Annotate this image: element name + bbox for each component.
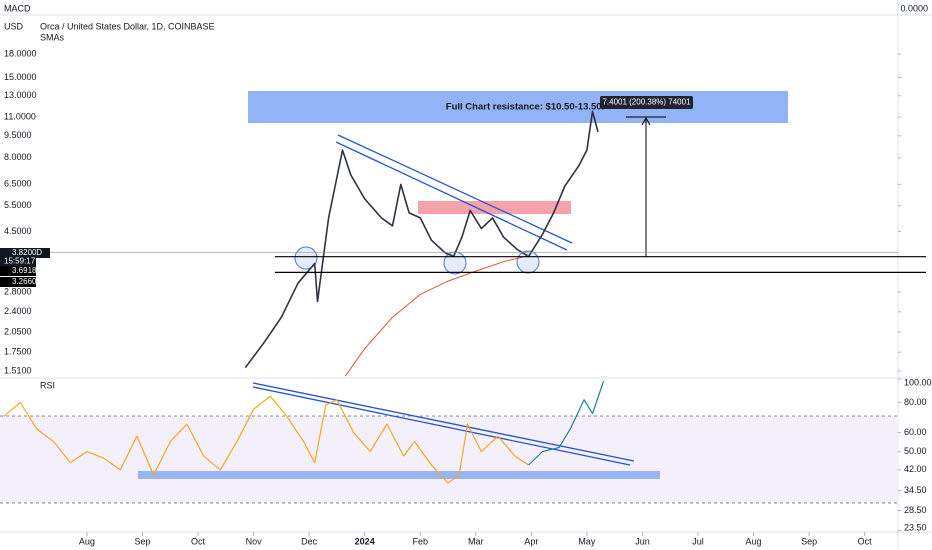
rsi-line xyxy=(528,381,605,466)
rsi-tick-label: 23.50 xyxy=(904,522,927,532)
price-line xyxy=(244,110,599,369)
rsi-tick-label: 28.50 xyxy=(904,505,927,515)
rsi-trend-line xyxy=(252,386,631,466)
rsi-tick-label: 34.50 xyxy=(904,485,927,495)
price-tag: 3.2660 xyxy=(12,277,37,286)
y-tick-label: 1.7500 xyxy=(4,347,32,357)
x-tick-label: Sep xyxy=(134,536,150,546)
macd-value: 0.0000 xyxy=(900,3,928,13)
trend-line xyxy=(335,141,568,251)
x-tick-label: Aug xyxy=(746,536,762,546)
y-tick-label: 15.0000 xyxy=(4,72,37,82)
x-tick-label: May xyxy=(578,536,596,546)
touch-circle xyxy=(443,251,467,275)
countdown: 15:59:17 xyxy=(4,257,36,266)
indicator-label: SMAs xyxy=(40,32,65,42)
x-tick-label: Oct xyxy=(858,536,873,546)
y-tick-label: 18.0000 xyxy=(4,48,37,58)
x-tick-label: Jun xyxy=(635,536,650,546)
y-tick-label: 2.0500 xyxy=(4,326,32,336)
rsi-line xyxy=(3,395,529,484)
rsi-tick-label: 50.00 xyxy=(904,446,927,456)
y-tick-label: 9.5000 xyxy=(4,130,32,140)
x-tick-label: 2024 xyxy=(355,536,375,546)
measure-arrow xyxy=(641,116,651,126)
resistance-zone xyxy=(248,91,788,123)
price-tag: 3.6918 xyxy=(12,266,37,275)
resistance-label: Full Chart resistance: $10.50-13.50. xyxy=(446,102,604,113)
y-tick-label: 8.0000 xyxy=(4,152,32,162)
macd-label: MACD xyxy=(4,3,31,13)
rsi-trend-line xyxy=(252,382,635,462)
y-tick-label: 2.4000 xyxy=(4,306,32,316)
price-tag-box xyxy=(0,277,36,287)
measure-label-box xyxy=(600,96,693,109)
sma-line xyxy=(344,255,529,377)
price-tag-box xyxy=(0,266,36,276)
rsi-support-zone xyxy=(138,471,660,479)
x-tick-label: Sep xyxy=(801,536,817,546)
x-tick-label: Mar xyxy=(468,536,484,546)
currency-label: USD xyxy=(4,21,24,31)
y-tick-label: 11.0000 xyxy=(4,111,36,121)
touch-circle xyxy=(516,250,540,274)
rsi-tick-label: 80.00 xyxy=(904,397,927,407)
x-tick-label: Feb xyxy=(412,536,428,546)
y-tick-label: 4.5000 xyxy=(4,226,32,236)
y-tick-label: 5.5000 xyxy=(4,200,32,210)
x-tick-label: Jul xyxy=(692,536,704,546)
y-tick-label: 2.8000 xyxy=(4,286,32,296)
measure-label: 7.4001 (200.38%) 74001 xyxy=(602,98,691,107)
countdown-box xyxy=(0,257,36,266)
y-tick-label: 6.5000 xyxy=(4,179,32,189)
x-tick-label: Nov xyxy=(246,536,263,546)
rsi-title: RSI xyxy=(40,380,55,390)
price-tag: 3.8200 xyxy=(12,248,37,257)
x-tick-label: Apr xyxy=(524,536,538,546)
rsi-band xyxy=(0,416,898,503)
rsi-tick-label: 100.00 xyxy=(904,377,932,387)
rsi-tick-label: 42.00 xyxy=(904,464,927,474)
chart-title: Orca / United States Dollar, 1D, COINBAS… xyxy=(40,21,215,31)
y-tick-label: 13.0000 xyxy=(4,90,37,100)
x-tick-label: Oct xyxy=(191,536,206,546)
rsi-tick-label: 60.00 xyxy=(904,427,927,437)
y-tick-label: 1.5100 xyxy=(4,365,32,375)
x-tick-label: Dec xyxy=(301,536,318,546)
x-tick-label: Aug xyxy=(79,536,95,546)
price-tag-box xyxy=(0,248,36,258)
trend-line xyxy=(337,134,573,244)
